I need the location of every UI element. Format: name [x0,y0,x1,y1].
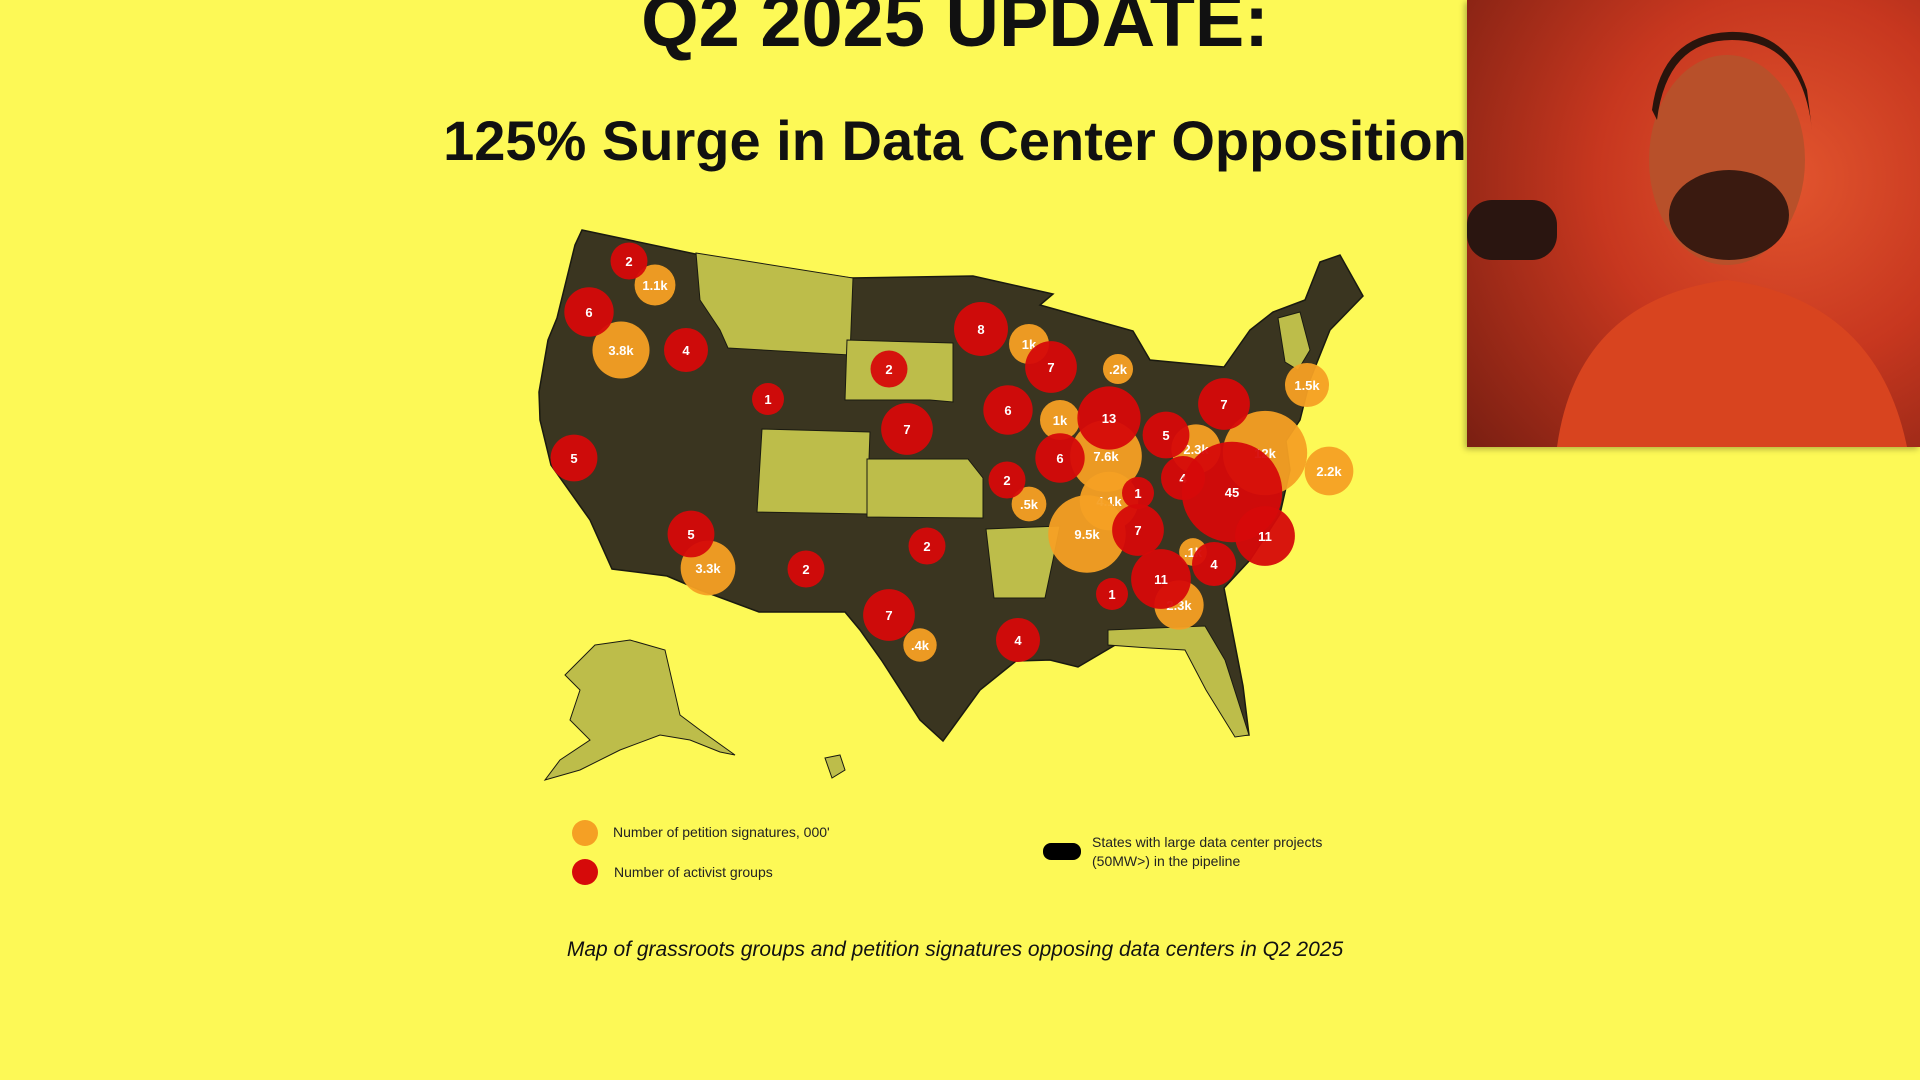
groups-bubble-label: 4 [682,343,690,358]
groups-bubble-label: 7 [1047,360,1054,375]
groups-bubble [1192,542,1236,586]
legend-petitions-swatch [572,820,598,846]
state-colorado [756,428,871,515]
groups-bubble [752,383,784,415]
groups-bubble [610,242,648,280]
groups-bubble-label: 1 [764,392,771,407]
petitions-bubble [592,321,650,379]
groups-bubble [1142,411,1190,459]
groups-bubble-label: 4 [1179,471,1187,486]
groups-bubble-label: 1 [1134,486,1141,501]
groups-bubble-label: 45 [1225,485,1239,500]
legend-states-swatch [1043,843,1081,860]
groups-bubble [996,618,1040,662]
groups-bubble [664,328,708,372]
groups-bubble-label: 13 [1102,411,1116,426]
map-caption: Map of grassroots groups and petition si… [566,938,1344,961]
petitions-bubble-label: 3.3k [695,561,721,576]
groups-bubble-label: 8 [977,322,984,337]
groups-bubble [1112,504,1164,556]
legend-states-label-1: States with large data center projects [1092,834,1323,850]
groups-bubble [954,302,1008,356]
groups-bubble-label: 5 [1162,428,1169,443]
groups-bubble-label: 2 [625,254,632,269]
groups-bubble-label: 2 [923,539,930,554]
petitions-bubble-label: 1k [1053,413,1068,428]
groups-bubble-label: 7 [885,608,892,623]
state-new-england [1277,311,1311,371]
groups-bubble [1198,378,1250,430]
groups-bubble-label: 11 [1154,572,1168,587]
legend-groups-swatch [572,859,598,885]
groups-bubble [870,350,908,388]
groups-bubble [881,403,933,455]
groups-bubble [1077,386,1141,450]
groups-bubble [1035,433,1085,483]
groups-bubble-label: 5 [570,451,577,466]
presenter-webcam [1467,0,1920,447]
petitions-bubble-label: .2k [1109,362,1128,377]
state-arkansas [985,525,1061,599]
groups-bubble-label: 4 [1210,557,1218,572]
petitions-bubble [1040,400,1080,440]
groups-bubble [908,527,946,565]
petitions-bubble [634,264,676,306]
groups-bubble-label: 6 [1004,403,1011,418]
petitions-bubble [903,628,937,662]
groups-bubble [1025,341,1077,393]
presenter-silhouette-icon [1467,31,1907,447]
petitions-bubble-label: 1.1k [642,278,668,293]
petitions-bubble-label: 2.2k [1316,464,1342,479]
petitions-bubble-label: 9.5k [1074,527,1100,542]
groups-bubble-label: 5 [687,527,694,542]
petitions-bubble [1011,486,1047,522]
groups-bubble [863,589,915,641]
groups-bubble [1096,578,1128,610]
groups-bubble [667,510,715,558]
legend-groups-label: Number of activist groups [614,864,773,880]
state-hawaii [824,754,846,779]
groups-bubble [787,550,825,588]
groups-bubble-label: 2 [1003,473,1010,488]
state-montana [695,252,854,356]
groups-bubble-label: 1 [1108,587,1115,602]
groups-bubble-label: 2 [802,562,809,577]
petitions-bubble [1048,495,1126,573]
state-florida [1107,625,1250,738]
groups-bubble-label: 7 [903,422,910,437]
groups-bubble-label: 4 [1014,633,1022,648]
state-alaska [543,639,736,781]
groups-bubble [1131,549,1191,609]
groups-bubble [983,385,1033,435]
groups-bubble [550,434,598,482]
petitions-bubble [1304,446,1354,496]
groups-bubble [988,461,1026,499]
legend-petitions-label: Number of petition signatures, 000' [613,824,830,840]
groups-bubble [1122,477,1154,509]
groups-bubble-label: 2 [885,362,892,377]
state-kansas [866,458,984,519]
petitions-bubble-label: .5k [1020,497,1039,512]
page-subtitle: 125% Surge in Data Center Opposition [443,109,1467,172]
petitions-bubble [1284,362,1330,408]
groups-bubble-label: 7 [1134,523,1141,538]
groups-bubble-label: 6 [1056,451,1063,466]
petitions-bubble-label: 3.8k [608,343,634,358]
groups-bubble-label: 6 [585,305,592,320]
petitions-bubble-label: 1.5k [1294,378,1320,393]
groups-bubble-label: 11 [1258,529,1272,544]
legend-states-label-2: (50MW>) in the pipeline [1092,853,1241,869]
page-title: Q2 2025 UPDATE: [641,0,1269,62]
petitions-bubble-label: .4k [911,638,930,653]
groups-bubble [1235,506,1295,566]
groups-bubble [564,287,614,337]
petitions-bubble [1102,353,1134,385]
groups-bubble-label: 7 [1220,397,1227,412]
petitions-bubble-label: 7.6k [1093,449,1119,464]
